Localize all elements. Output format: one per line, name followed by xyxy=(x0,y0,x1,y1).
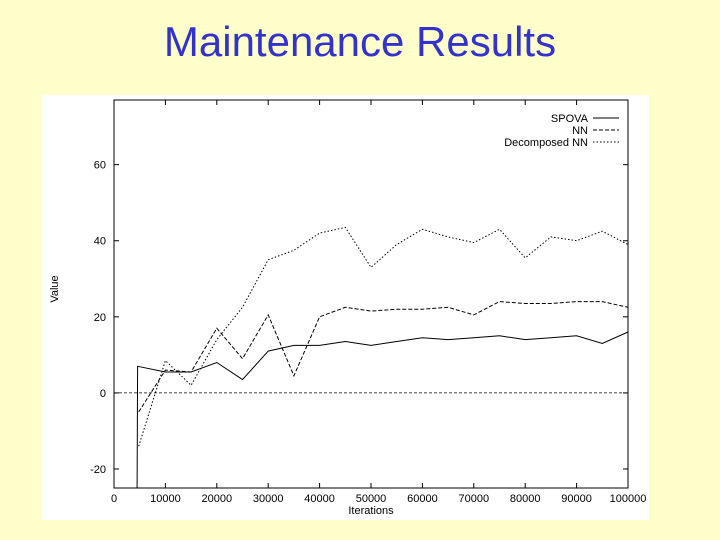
y-tick-label: 20 xyxy=(94,312,106,324)
x-tick-label: 10000 xyxy=(150,493,181,505)
plot-frame xyxy=(113,99,629,489)
x-tick-label: 50000 xyxy=(356,493,387,505)
y-tick-label: 60 xyxy=(94,160,106,172)
x-tick-label: 0 xyxy=(111,493,117,505)
x-tick-label: 30000 xyxy=(253,493,284,505)
slide-title: Maintenance Results xyxy=(163,18,557,65)
y-axis-title: Value xyxy=(49,275,61,302)
x-tick-label: 80000 xyxy=(510,493,541,505)
x-tick-label: 90000 xyxy=(561,493,592,505)
x-tick-label: 100000 xyxy=(610,493,647,505)
y-tick-label: -20 xyxy=(90,464,106,476)
x-tick-label: 60000 xyxy=(407,493,438,505)
series-line-spova xyxy=(136,331,629,489)
x-tick-label: 20000 xyxy=(202,493,233,505)
legend-label-nn: NN xyxy=(572,125,588,137)
y-tick-label: 0 xyxy=(100,388,106,400)
chart-panel: 0 10000 20000 30000 40000 50000 60000 70000 8000… xyxy=(42,95,649,520)
series-line-nn xyxy=(138,301,629,413)
y-tick-label: 40 xyxy=(94,236,106,248)
x-tick-label: 40000 xyxy=(304,493,335,505)
line-chart: 0 10000 20000 30000 40000 50000 60000 70000 8000… xyxy=(49,99,647,517)
legend-label-decomposed-nn: Decomposed NN xyxy=(504,137,588,149)
x-axis-title: Iterations xyxy=(348,505,394,517)
legend-label-spova: SPOVA xyxy=(551,113,589,125)
x-tick-label: 70000 xyxy=(459,493,490,505)
